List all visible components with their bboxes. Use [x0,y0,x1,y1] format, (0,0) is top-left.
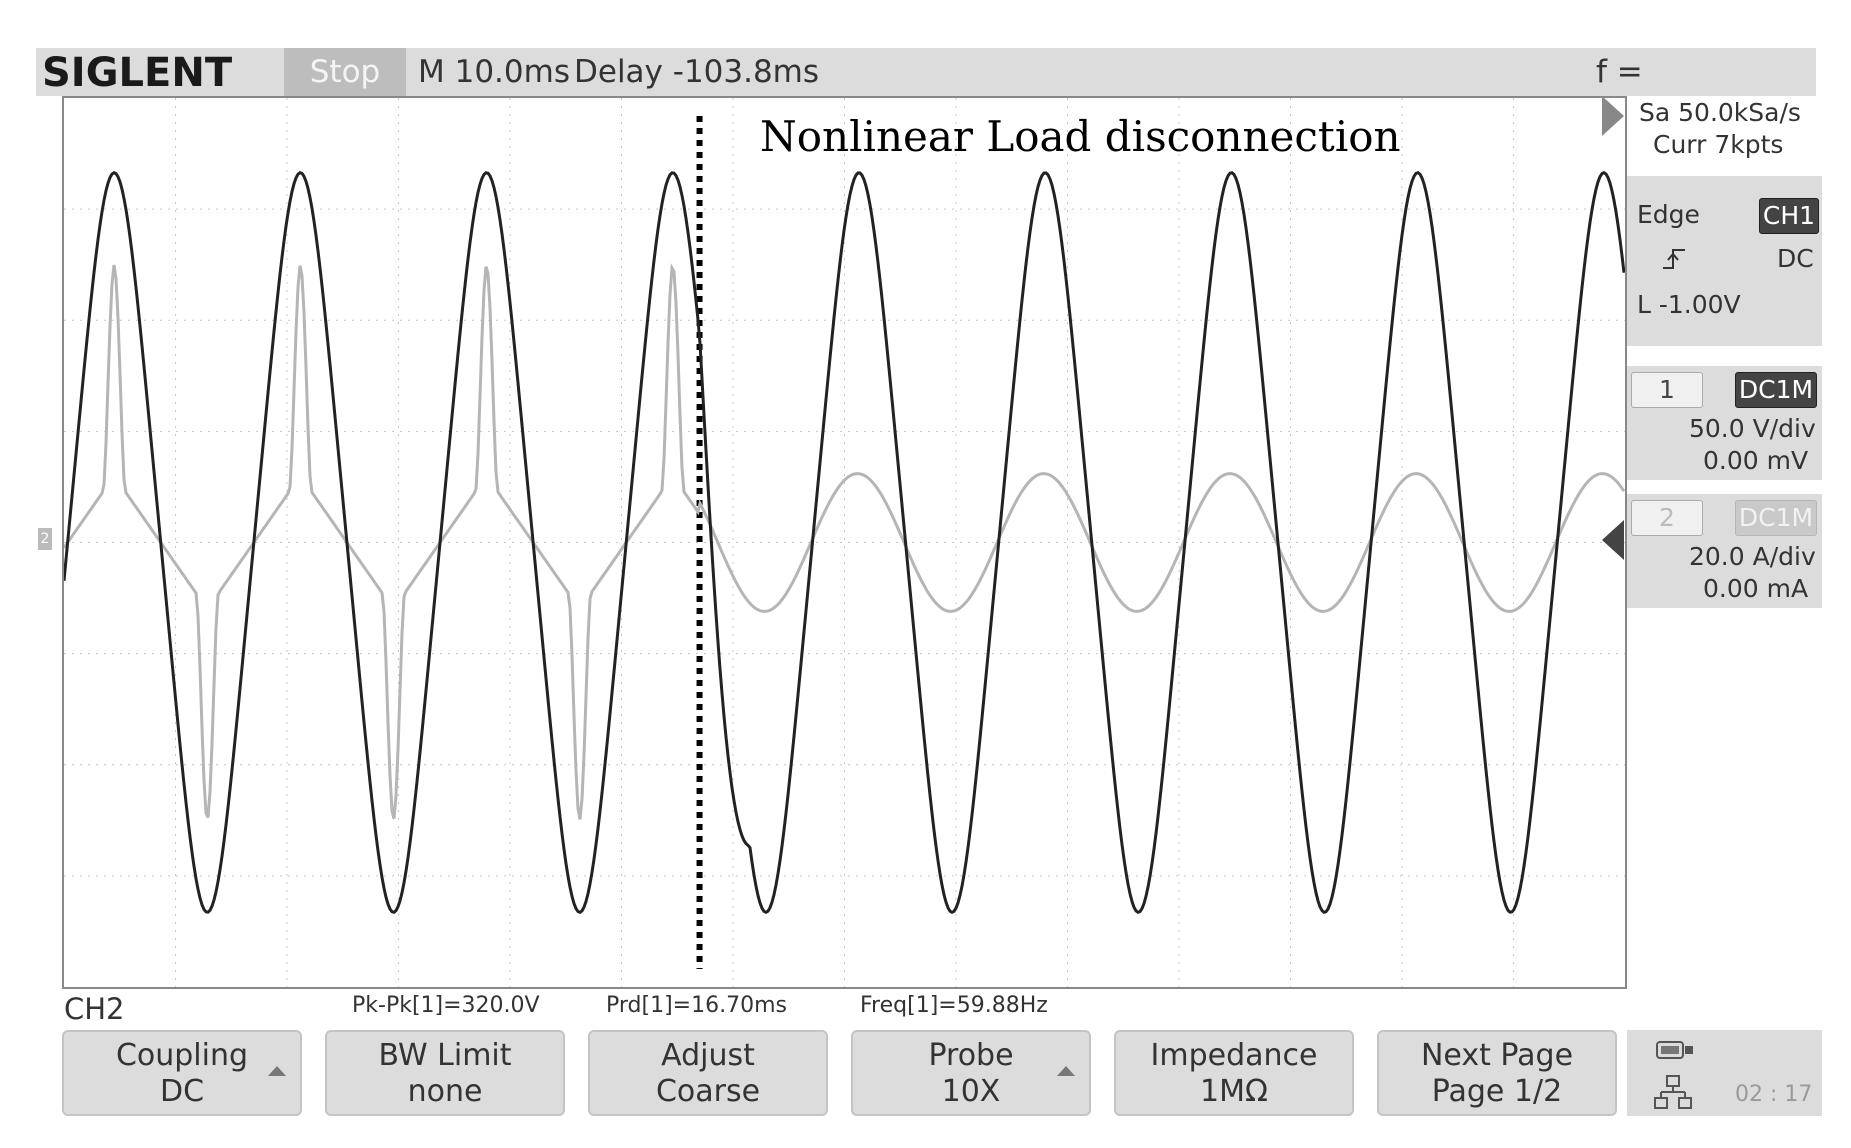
run-state-indicator[interactable]: Stop [284,48,406,96]
selected-channel-label: CH2 [64,992,125,1026]
trigger-type: Edge [1637,200,1700,229]
acquisition-panel[interactable]: Sa 50.0kSa/s Curr 7kpts [1627,96,1822,172]
ch2-offset: 0.00 mA [1703,574,1809,603]
coupling-softkey[interactable]: Coupling DC [62,1030,302,1116]
top-status-bar: SIGLENT Stop M 10.0ms Delay -103.8ms f =… [36,48,1816,138]
ch1-coupling-badge: DC1M [1735,372,1817,408]
event-annotation: Nonlinear Load disconnection [760,112,1401,161]
trigger-panel[interactable]: Edge CH1 DC L -1.00V [1627,176,1822,346]
measurement-pkpk: Pk-Pk[1]=320.0V [352,993,540,1018]
ch1-offset: 0.00 mV [1703,446,1809,475]
trigger-position-marker[interactable] [1602,96,1624,136]
cycle-arrow-icon [1057,1066,1075,1076]
usb-icon [1655,1038,1695,1066]
ch1-offset-marker[interactable] [1602,520,1624,560]
trigger-coupling: DC [1777,244,1814,273]
bw-limit-softkey[interactable]: BW Limit none [325,1030,565,1116]
measurement-frequency: Freq[1]=59.88Hz [860,993,1048,1018]
ch1-voltage-trace [64,170,1625,915]
impedance-softkey[interactable]: Impedance 1MΩ [1114,1030,1354,1116]
ch2-number-badge: 2 [1631,500,1703,536]
timebase-readout[interactable]: M 10.0ms [418,54,570,90]
ch2-ground-marker[interactable]: 2 [38,528,52,550]
ch1-scale: 50.0 V/div [1689,414,1816,443]
rising-edge-icon [1661,246,1687,272]
trigger-level: L -1.00V [1637,290,1741,319]
status-area [1627,1030,1822,1116]
brand-logo: SIGLENT [42,50,233,96]
ch2-scale: 20.0 A/div [1689,542,1816,571]
measurement-period: Prd[1]=16.70ms [606,993,787,1018]
probe-softkey[interactable]: Probe 10X [851,1030,1091,1116]
ch2-coupling-badge: DC1M [1735,500,1817,536]
ch2-current-trace [64,263,1625,820]
adjust-softkey[interactable]: Adjust Coarse [588,1030,828,1116]
clock-readout: 02 : 17 [1735,1082,1813,1107]
next-page-softkey[interactable]: Next Page Page 1/2 [1377,1030,1617,1116]
ch2-panel[interactable]: 2 DC1M 20.0 A/div 0.00 mA [1627,494,1822,608]
trigger-source-badge: CH1 [1759,198,1819,234]
waveform-canvas [64,98,1625,987]
sample-rate: Sa 50.0kSa/s [1639,98,1801,127]
waveform-display[interactable] [62,96,1627,989]
frequency-counter: f = 59.8920Hz [1596,54,1764,138]
ch1-panel[interactable]: 1 DC1M 50.0 V/div 0.00 mV [1627,366,1822,480]
cycle-arrow-icon [268,1066,286,1076]
memory-depth: Curr 7kpts [1653,130,1784,159]
network-icon [1653,1074,1693,1114]
delay-readout[interactable]: Delay -103.8ms [574,54,820,90]
ch1-number-badge: 1 [1631,372,1703,408]
